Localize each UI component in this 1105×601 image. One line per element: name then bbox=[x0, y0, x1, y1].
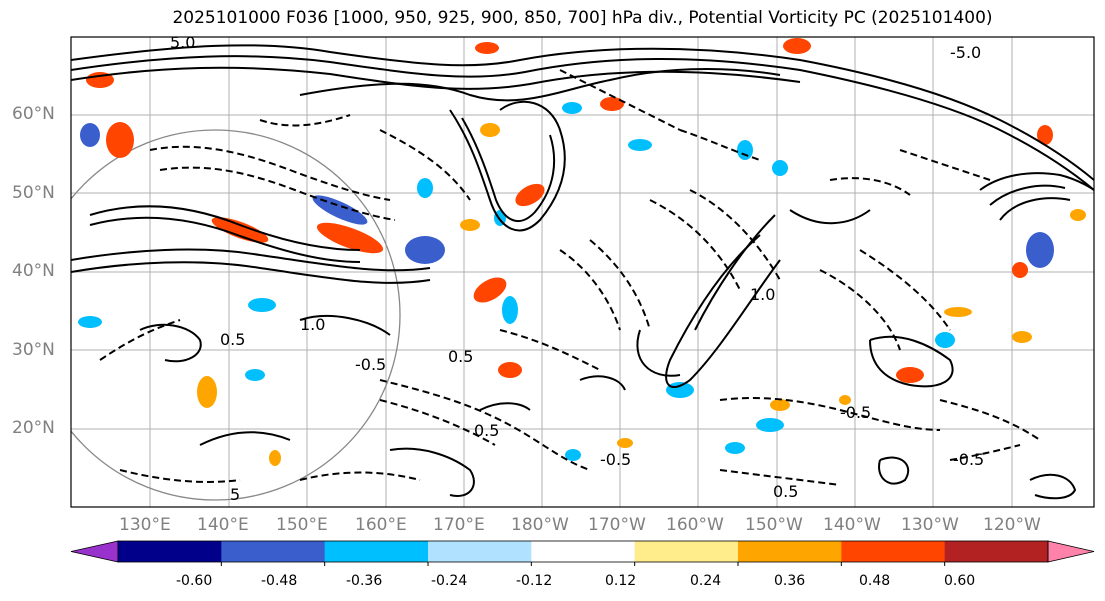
lon-label: 150°W bbox=[745, 515, 803, 535]
contour-label: -0.5 bbox=[600, 450, 631, 469]
colorbar-tick-label: 0.24 bbox=[690, 573, 722, 589]
lon-label: 120°W bbox=[983, 515, 1041, 535]
shade-neg bbox=[562, 102, 582, 114]
colorbar-tick-label: -0.48 bbox=[261, 573, 298, 589]
contour-label: -0.5 bbox=[953, 450, 984, 469]
shade-neg bbox=[628, 139, 652, 151]
colorbar-tick-label: 0.60 bbox=[944, 573, 976, 589]
shade-pos bbox=[106, 122, 134, 158]
shade-pos bbox=[783, 38, 811, 54]
contour-label: 5.0 bbox=[170, 33, 195, 52]
lat-label: 60°N bbox=[12, 104, 55, 124]
lon-label: 170°E bbox=[433, 515, 485, 535]
contour-label: 1.0 bbox=[750, 285, 775, 304]
colorbar-tick-label: -0.24 bbox=[431, 573, 468, 589]
plot-frame bbox=[70, 36, 1095, 508]
contour-label: 0.5 bbox=[220, 330, 245, 349]
shade-neg bbox=[417, 178, 433, 198]
shade-neg bbox=[725, 442, 745, 454]
shade-neg bbox=[666, 382, 694, 398]
lon-label: 160°E bbox=[355, 515, 407, 535]
shade-pos bbox=[1070, 209, 1086, 221]
shade-pos bbox=[498, 362, 522, 378]
map-title: 2025101000 F036 [1000, 950, 925, 900, 85… bbox=[172, 8, 993, 28]
colorbar-tick-label: 0.36 bbox=[774, 573, 806, 589]
shade-neg bbox=[565, 449, 581, 461]
shade-pos bbox=[896, 367, 924, 383]
shade-neg bbox=[756, 418, 784, 432]
lat-label: 30°N bbox=[12, 340, 55, 360]
shade-pos bbox=[211, 217, 269, 243]
contour-label: -0.5 bbox=[355, 355, 386, 374]
shade-pos bbox=[770, 399, 790, 411]
shade-pos bbox=[1012, 262, 1028, 278]
shade-pos bbox=[1037, 125, 1053, 145]
shade-pos bbox=[197, 376, 217, 408]
lat-label: 40°N bbox=[12, 261, 55, 281]
shade-pos bbox=[600, 97, 624, 111]
divergence-shading bbox=[78, 38, 1086, 466]
shade-neg bbox=[248, 298, 276, 312]
shade-neg bbox=[772, 160, 788, 176]
shade-pos bbox=[269, 450, 281, 466]
colorbar-tick-label: 0.48 bbox=[859, 573, 891, 589]
lon-label: 180°W bbox=[511, 515, 569, 535]
contour-label-group: -5.0 5 1.0 0.5 -0.5 0.5 0.5 -0.5 1.0 -0.… bbox=[170, 33, 984, 504]
lon-label: 130°E bbox=[119, 515, 171, 535]
shade-pos bbox=[460, 219, 480, 231]
lon-label: 130°W bbox=[901, 515, 959, 535]
projection-circle bbox=[71, 129, 401, 501]
contour-label: -0.5 bbox=[840, 403, 871, 422]
lon-label: 160°W bbox=[666, 515, 724, 535]
contour-label: 1.0 bbox=[300, 315, 325, 334]
colorbar-tick-label: 0.12 bbox=[605, 573, 637, 589]
colorbar-tick-label: -0.12 bbox=[516, 573, 553, 589]
lon-label: 140°W bbox=[823, 515, 881, 535]
contour-label: 0.5 bbox=[448, 347, 473, 366]
shade-neg bbox=[312, 195, 368, 225]
shade-pos bbox=[839, 395, 851, 405]
lon-label: 150°E bbox=[276, 515, 328, 535]
lat-label: 20°N bbox=[12, 418, 55, 438]
shade-neg bbox=[502, 296, 518, 324]
lon-label: 170°W bbox=[588, 515, 646, 535]
lon-label: 140°E bbox=[197, 515, 249, 535]
shade-neg bbox=[1026, 232, 1054, 268]
shade-pos bbox=[480, 123, 500, 137]
contour-label: 0.5 bbox=[474, 421, 499, 440]
shade-neg bbox=[245, 369, 265, 381]
lat-label: 50°N bbox=[12, 183, 55, 203]
contour-label: -5.0 bbox=[950, 43, 981, 62]
shade-neg bbox=[405, 236, 445, 264]
colorbar-tick-label: -0.60 bbox=[176, 573, 213, 589]
shade-pos bbox=[617, 438, 633, 448]
shade-neg bbox=[80, 123, 100, 147]
shade-pos bbox=[944, 307, 972, 317]
contour-label: 5 bbox=[230, 485, 240, 504]
shade-neg bbox=[737, 140, 753, 160]
shade-pos bbox=[475, 42, 499, 54]
shade-neg bbox=[78, 316, 102, 328]
shade-neg bbox=[935, 332, 955, 348]
shade-pos bbox=[1012, 331, 1032, 343]
colorbar-tick-label: -0.36 bbox=[346, 573, 383, 589]
shade-pos bbox=[473, 277, 507, 303]
shade-pos bbox=[515, 183, 545, 207]
contour-label: 0.5 bbox=[773, 482, 798, 501]
positive-pv-contours bbox=[71, 44, 1094, 500]
negative-divergence-contours bbox=[99, 69, 1041, 486]
shade-pos bbox=[316, 222, 384, 254]
